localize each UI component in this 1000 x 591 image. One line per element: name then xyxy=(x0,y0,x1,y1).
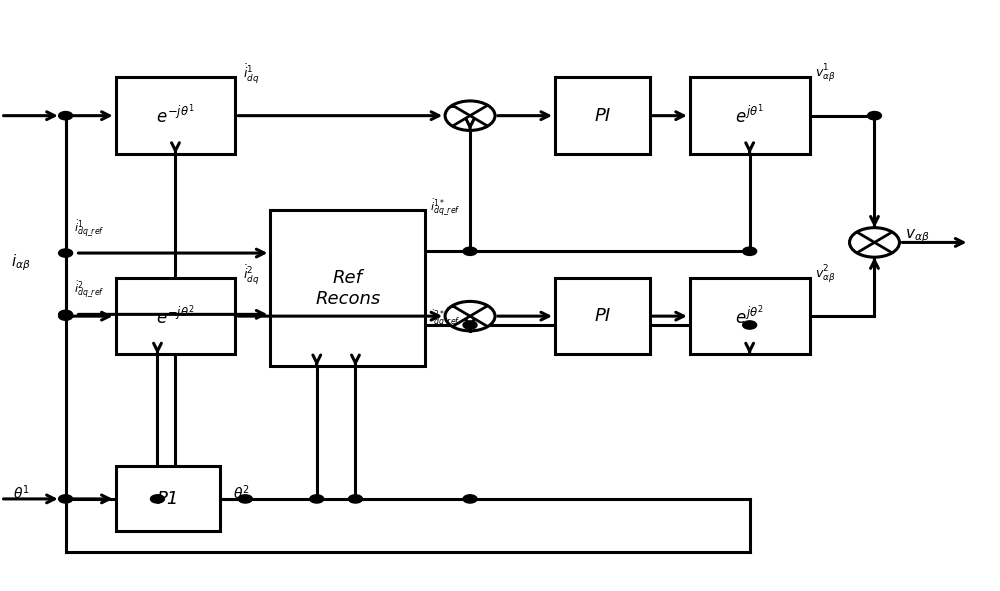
Circle shape xyxy=(348,495,362,503)
Circle shape xyxy=(743,321,757,329)
Circle shape xyxy=(463,495,477,503)
Circle shape xyxy=(445,301,495,331)
Bar xyxy=(116,466,220,531)
Text: $e^{j\theta^1}$: $e^{j\theta^1}$ xyxy=(735,104,764,128)
Circle shape xyxy=(463,321,477,329)
Circle shape xyxy=(743,247,757,255)
Bar xyxy=(116,77,235,154)
Circle shape xyxy=(59,112,73,120)
Text: $e^{-j\theta^2}$: $e^{-j\theta^2}$ xyxy=(156,304,195,328)
Bar xyxy=(555,278,650,355)
Text: $\dot{i}^2_{dq\_ref}$: $\dot{i}^2_{dq\_ref}$ xyxy=(74,280,104,300)
Bar xyxy=(555,77,650,154)
Text: PI: PI xyxy=(594,106,610,125)
Text: PI: PI xyxy=(594,307,610,325)
Circle shape xyxy=(310,495,324,503)
Bar xyxy=(116,278,235,355)
Bar xyxy=(690,77,810,154)
Text: $\dot{i}^2_{dq}$: $\dot{i}^2_{dq}$ xyxy=(243,264,260,286)
Text: $e^{j\theta^2}$: $e^{j\theta^2}$ xyxy=(735,304,764,328)
Text: $\dot{i}^{1*}_{dq\_ref}$: $\dot{i}^{1*}_{dq\_ref}$ xyxy=(430,198,461,218)
Text: $\dot{i}^{2*}_{dq\_ref}$: $\dot{i}^{2*}_{dq\_ref}$ xyxy=(430,309,461,329)
Circle shape xyxy=(463,247,477,255)
Circle shape xyxy=(59,312,73,320)
Text: $\theta^1$: $\theta^1$ xyxy=(13,483,29,502)
Text: $v_{\alpha\beta}$: $v_{\alpha\beta}$ xyxy=(905,228,930,245)
Circle shape xyxy=(59,249,73,257)
Circle shape xyxy=(850,228,899,257)
Text: $\dot{i}^1_{dq\_ref}$: $\dot{i}^1_{dq\_ref}$ xyxy=(74,219,104,239)
Text: P1: P1 xyxy=(157,490,179,508)
Text: $v^2_{\alpha\beta}$: $v^2_{\alpha\beta}$ xyxy=(815,264,835,286)
Circle shape xyxy=(59,310,73,319)
Circle shape xyxy=(59,495,73,503)
Bar xyxy=(270,210,425,366)
Text: $\theta^2$: $\theta^2$ xyxy=(233,483,250,502)
Circle shape xyxy=(867,112,881,120)
Text: $v^1_{\alpha\beta}$: $v^1_{\alpha\beta}$ xyxy=(815,63,835,85)
Circle shape xyxy=(150,495,164,503)
Text: $i_{\alpha\beta}$: $i_{\alpha\beta}$ xyxy=(11,253,30,274)
Text: $e^{-j\theta^1}$: $e^{-j\theta^1}$ xyxy=(156,104,195,128)
Text: Ref
Recons: Ref Recons xyxy=(315,269,380,307)
Text: $-$: $-$ xyxy=(445,98,458,112)
Circle shape xyxy=(238,495,252,503)
Bar xyxy=(690,278,810,355)
Text: $\dot{i}^1_{dq}$: $\dot{i}^1_{dq}$ xyxy=(243,62,260,85)
Text: $-$: $-$ xyxy=(445,298,458,313)
Circle shape xyxy=(445,101,495,131)
